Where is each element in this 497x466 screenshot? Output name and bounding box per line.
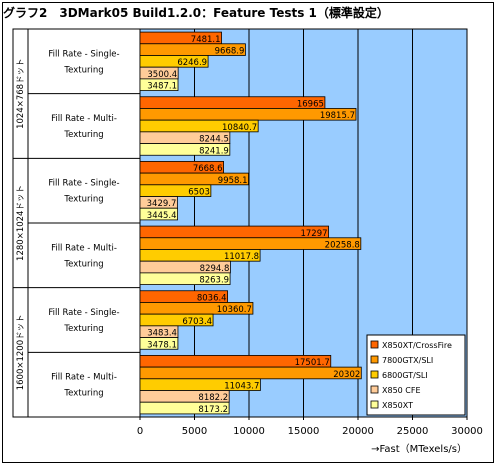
data-label: 3487.1 — [147, 82, 177, 92]
x-tick-label: 15000 — [288, 426, 320, 437]
data-label: 11017.8 — [224, 252, 259, 262]
data-label: 8182.2 — [198, 393, 228, 403]
test-label: Texturing — [63, 65, 103, 75]
x-axis-label: →Fast（MTexels/s） — [371, 443, 467, 455]
data-label: 17501.7 — [295, 358, 330, 368]
test-label: Fill Rate - Single- — [48, 179, 119, 189]
data-label: 3483.4 — [147, 329, 177, 339]
x-tick-label: 5000 — [182, 426, 207, 437]
test-label: Texturing — [63, 195, 103, 205]
data-label: 3500.4 — [147, 70, 177, 80]
legend — [366, 334, 466, 416]
legend-swatch — [370, 400, 379, 409]
bar — [139, 78, 179, 91]
legend-swatch — [370, 385, 379, 394]
x-tick-label: 25000 — [397, 426, 429, 437]
bar — [139, 366, 362, 380]
resolution-label: 1600×1200ドット — [16, 314, 26, 390]
data-label: 7481.1 — [191, 35, 221, 45]
legend-swatch — [370, 355, 379, 364]
resolution-label: 1024×768ドット — [16, 58, 26, 128]
x-tick-label: 30000 — [451, 426, 483, 437]
data-label: 8036.4 — [197, 293, 227, 303]
legend-label: X850XT/CrossFire — [382, 341, 452, 350]
data-label: 20302 — [333, 370, 360, 380]
legend-label: 7800GTX/SLI — [382, 356, 433, 365]
test-label: Fill Rate - Multi- — [51, 243, 117, 253]
data-label: 7668.6 — [193, 164, 223, 174]
test-label: Texturing — [63, 389, 103, 399]
data-label: 3445.4 — [147, 211, 177, 221]
data-label: 10360.7 — [217, 305, 252, 315]
test-label: Texturing — [63, 324, 103, 334]
data-label: 19815.7 — [320, 111, 355, 121]
data-label: 8173.2 — [198, 405, 228, 415]
data-label: 6246.9 — [177, 58, 207, 68]
data-label: 16965 — [297, 99, 324, 109]
data-label: 8241.9 — [199, 146, 229, 156]
test-label: Fill Rate - Multi- — [51, 373, 117, 383]
data-label: 9958.1 — [218, 176, 248, 186]
test-label: Fill Rate - Single- — [48, 308, 119, 318]
legend-swatch — [370, 370, 379, 379]
bar — [139, 207, 178, 221]
test-label: Fill Rate - Single- — [48, 49, 119, 59]
bar — [139, 337, 179, 350]
x-tick-label: 10000 — [233, 426, 265, 437]
chart-title: グラフ2 3DMark05 Build1.2.0：Feature Tests 1… — [3, 6, 389, 20]
test-label: Fill Rate - Multi- — [51, 114, 117, 124]
data-label: 9668.9 — [215, 46, 245, 56]
data-label: 6503 — [188, 188, 210, 198]
data-label: 10840.7 — [222, 123, 257, 133]
data-label: 17297 — [300, 229, 327, 239]
legend-label: X850 CFE — [382, 386, 421, 395]
data-label: 20258.8 — [325, 240, 360, 250]
bar — [139, 401, 230, 415]
data-label: 8263.9 — [199, 276, 229, 286]
data-label: 3429.7 — [147, 199, 177, 209]
legend-swatch — [370, 340, 379, 349]
data-label: 6703.4 — [182, 317, 212, 327]
data-label: 11043.7 — [224, 382, 259, 392]
x-tick-label: 20000 — [342, 426, 374, 437]
test-label: Texturing — [63, 259, 103, 269]
legend-label: X850XT — [382, 401, 413, 410]
bar — [139, 272, 231, 285]
data-label: 3478.1 — [147, 340, 177, 350]
data-label: 8244.5 — [199, 135, 229, 145]
legend-label: 6800GT/SLI — [382, 371, 428, 380]
test-label: Texturing — [63, 130, 103, 140]
data-label: 8294.8 — [200, 264, 230, 274]
bar — [139, 143, 231, 156]
x-tick-label: 0 — [137, 426, 143, 437]
resolution-label: 1280×1024ドット — [16, 185, 26, 261]
